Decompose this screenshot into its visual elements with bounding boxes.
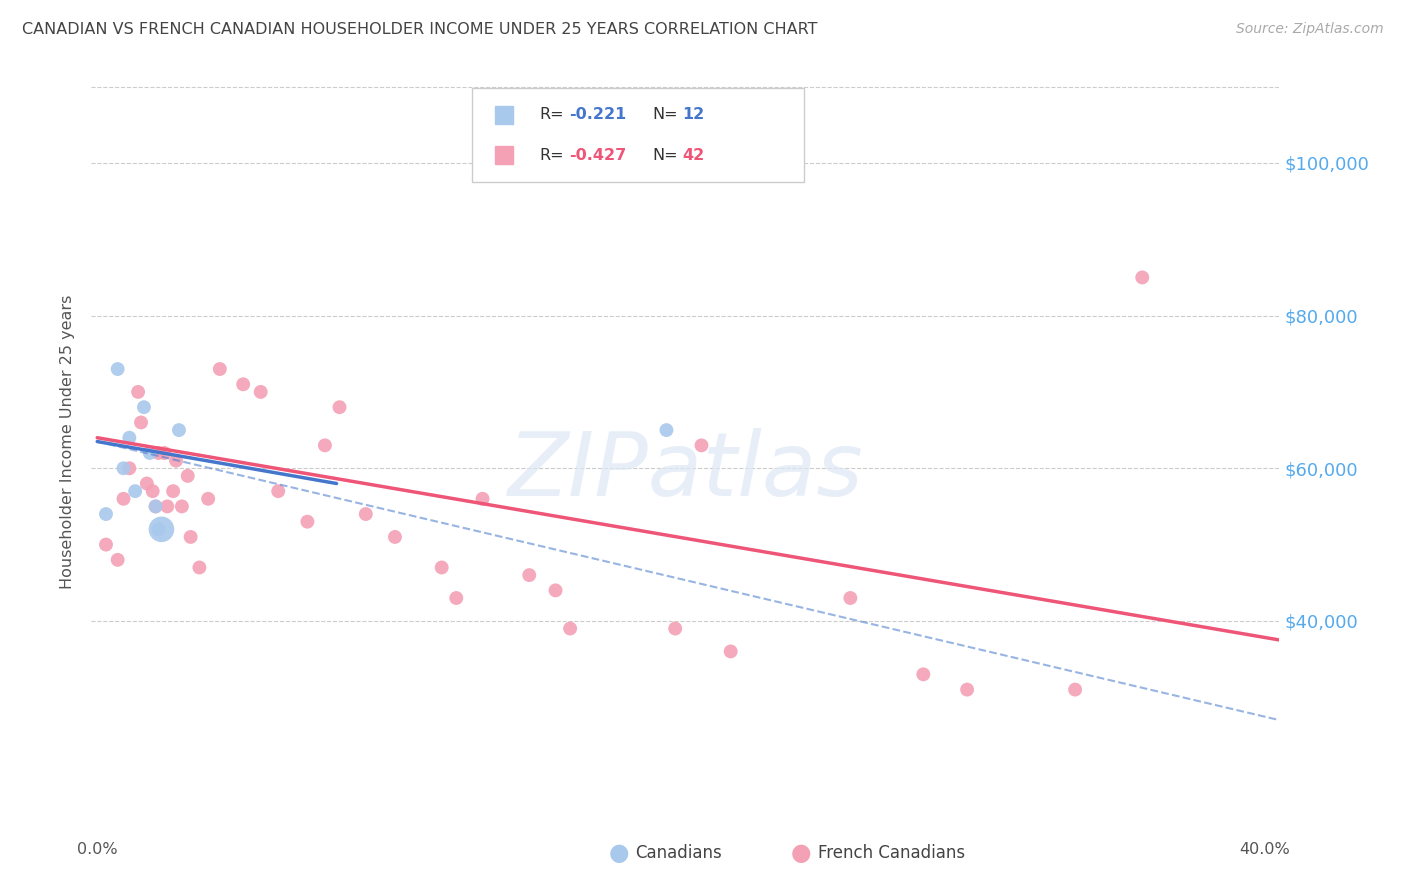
- Point: [232, 377, 254, 392]
- Text: 12: 12: [682, 107, 704, 122]
- Point: [165, 453, 187, 467]
- Point: [839, 591, 862, 605]
- FancyBboxPatch shape: [471, 87, 804, 183]
- Point: [314, 438, 336, 452]
- Point: [558, 622, 581, 636]
- Point: [720, 644, 742, 658]
- Point: [956, 682, 979, 697]
- Point: [127, 384, 149, 399]
- Text: Canadians: Canadians: [636, 844, 723, 862]
- Text: 0.0%: 0.0%: [77, 842, 118, 857]
- Point: [94, 538, 117, 552]
- Point: [912, 667, 935, 681]
- Point: [655, 423, 678, 437]
- Point: [142, 484, 165, 499]
- Point: [208, 362, 231, 376]
- Text: R=: R=: [540, 147, 564, 162]
- Point: [446, 591, 468, 605]
- Point: [177, 469, 200, 483]
- Point: [118, 431, 141, 445]
- Text: -0.221: -0.221: [569, 107, 626, 122]
- Point: [1130, 270, 1153, 285]
- Text: French Canadians: French Canadians: [818, 844, 966, 862]
- Point: [162, 484, 184, 499]
- Point: [517, 568, 540, 582]
- Point: [148, 522, 170, 536]
- Text: ●: ●: [609, 841, 628, 864]
- Point: [148, 446, 170, 460]
- Point: [690, 438, 713, 452]
- Text: ●: ●: [792, 841, 811, 864]
- Point: [430, 560, 453, 574]
- Point: [118, 461, 141, 475]
- Point: [544, 583, 567, 598]
- Point: [471, 491, 494, 506]
- Point: [129, 416, 152, 430]
- Point: [139, 446, 162, 460]
- Point: [132, 400, 155, 414]
- Point: [249, 384, 271, 399]
- Text: CANADIAN VS FRENCH CANADIAN HOUSEHOLDER INCOME UNDER 25 YEARS CORRELATION CHART: CANADIAN VS FRENCH CANADIAN HOUSEHOLDER …: [22, 22, 818, 37]
- Text: R=: R=: [540, 107, 564, 122]
- Text: 42: 42: [682, 147, 704, 162]
- Point: [180, 530, 202, 544]
- Point: [188, 560, 211, 574]
- Point: [107, 362, 129, 376]
- Text: N=: N=: [652, 147, 678, 162]
- Point: [267, 484, 290, 499]
- Point: [94, 507, 117, 521]
- Point: [135, 476, 157, 491]
- Point: [150, 522, 173, 536]
- Point: [297, 515, 319, 529]
- Point: [112, 491, 135, 506]
- Point: [145, 500, 167, 514]
- Point: [1064, 682, 1087, 697]
- Point: [156, 500, 179, 514]
- Point: [145, 500, 167, 514]
- Text: 40.0%: 40.0%: [1240, 842, 1291, 857]
- Point: [153, 446, 176, 460]
- Text: -0.427: -0.427: [569, 147, 626, 162]
- Point: [384, 530, 406, 544]
- Point: [167, 423, 190, 437]
- Point: [170, 500, 193, 514]
- Point: [107, 553, 129, 567]
- Point: [664, 622, 686, 636]
- Point: [197, 491, 219, 506]
- Point: [328, 400, 350, 414]
- Text: Source: ZipAtlas.com: Source: ZipAtlas.com: [1236, 22, 1384, 37]
- Point: [124, 484, 146, 499]
- Text: ZIPatlas: ZIPatlas: [508, 428, 863, 514]
- Text: N=: N=: [652, 107, 678, 122]
- Point: [354, 507, 377, 521]
- Y-axis label: Householder Income Under 25 years: Householder Income Under 25 years: [60, 294, 76, 589]
- Point: [112, 461, 135, 475]
